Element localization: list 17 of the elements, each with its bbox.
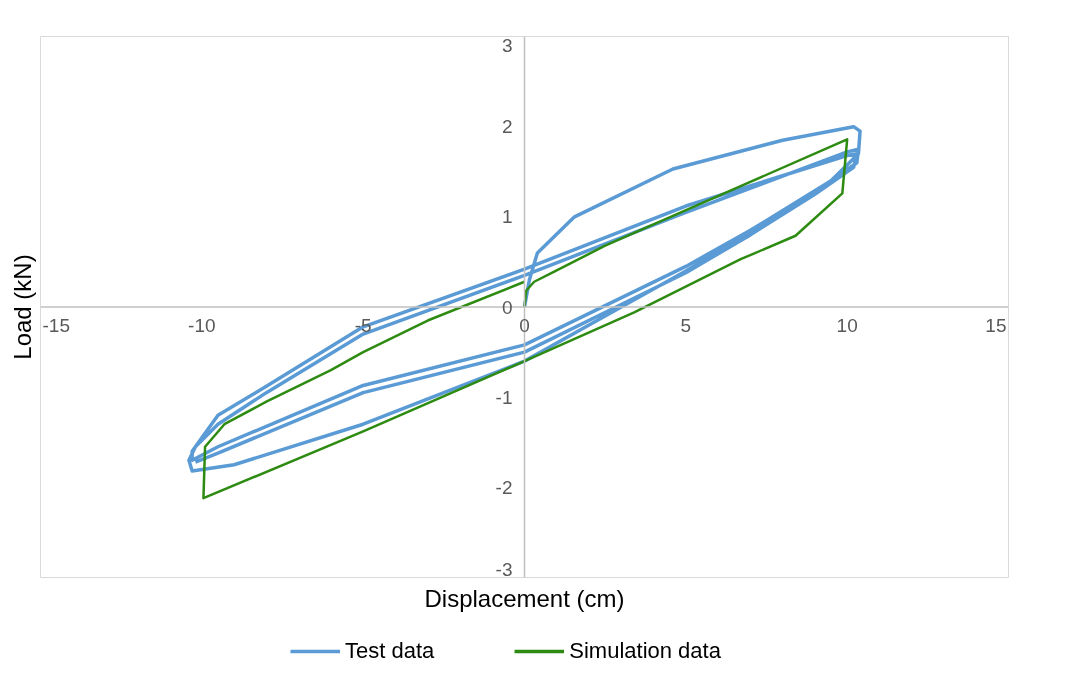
- legend-label: Simulation data: [569, 638, 721, 664]
- y-tick-label: 2: [501, 116, 513, 138]
- x-tick-label: 5: [680, 315, 692, 336]
- y-tick-label: 0: [501, 296, 513, 318]
- y-axis-title: Load (kN): [8, 254, 36, 360]
- x-axis-title: Displacement (cm): [424, 584, 625, 612]
- y-tick-label: 3: [501, 34, 513, 56]
- x-tick-label: -10: [188, 315, 216, 336]
- legend-label: Test data: [345, 638, 435, 664]
- y-tick-label: 1: [501, 206, 513, 228]
- x-tick-label: 0: [519, 315, 530, 336]
- x-tick-label: 10: [836, 315, 858, 336]
- y-tick-label: -3: [495, 558, 513, 580]
- x-tick-label: 15: [985, 315, 1007, 336]
- x-tick-label: -15: [42, 315, 70, 336]
- y-tick-label: -1: [495, 386, 513, 408]
- y-tick-label: -2: [495, 476, 513, 498]
